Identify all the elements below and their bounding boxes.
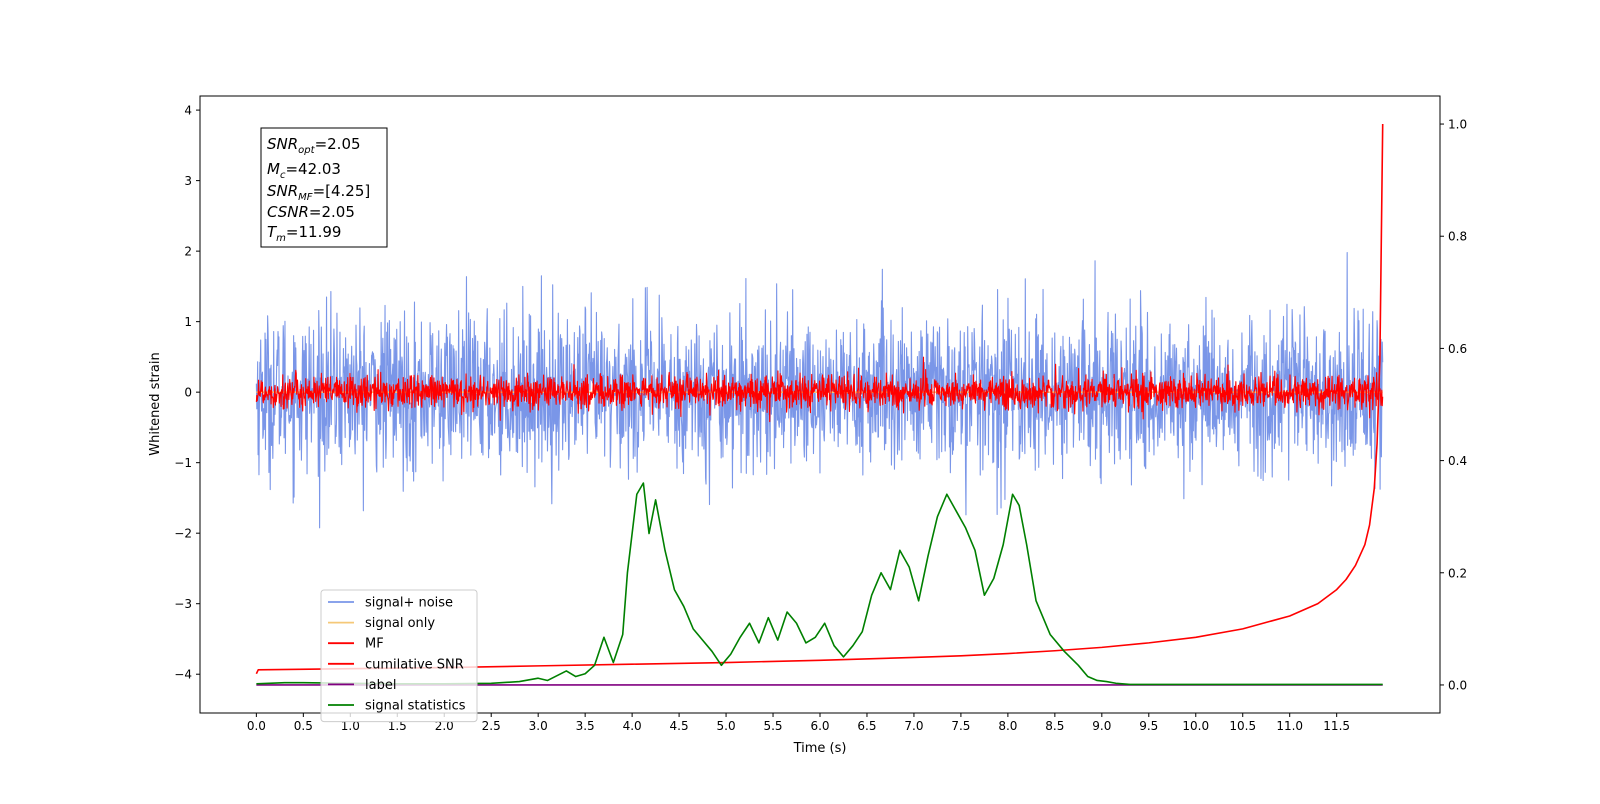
- x-tick-label: 3.0: [529, 719, 548, 733]
- series-layer: [255, 124, 1384, 686]
- x-tick-label: 9.0: [1092, 719, 1111, 733]
- x-tick-label: 4.0: [623, 719, 642, 733]
- info-mc: Mc=42.03: [267, 160, 341, 181]
- y-tick-label: 0: [184, 386, 192, 400]
- x-tick-label: 11.0: [1276, 719, 1303, 733]
- legend-label: cumilative SNR: [365, 657, 464, 672]
- series-line-signal-statistics: [256, 482, 1383, 686]
- series-line-mf: [255, 356, 1384, 423]
- x-tick-label: 5.0: [717, 719, 736, 733]
- x-tick-label: 10.0: [1182, 719, 1209, 733]
- y-tick-label: 3: [184, 174, 192, 188]
- x-tick-label: 6.5: [857, 719, 876, 733]
- y-axis-right: 1.0 0.8 0.6 0.4 0.2 0.0: [1440, 118, 1467, 692]
- legend-frame: [320, 589, 478, 723]
- y-tick-label: 1: [184, 315, 192, 329]
- y-tick-label: −4: [174, 668, 192, 682]
- legend-label: signal statistics: [365, 699, 466, 714]
- x-tick-label: 9.5: [1139, 719, 1158, 733]
- x-tick-label: 0.5: [294, 719, 313, 733]
- x-tick-label: 7.5: [951, 719, 970, 733]
- x-tick-label: 6.0: [810, 719, 829, 733]
- info-tm: Tm=11.99: [267, 223, 341, 244]
- y-right-tick-label: 0.8: [1448, 230, 1467, 244]
- x-tick-label: 2.0: [435, 719, 454, 733]
- y-axis-left: 4 3 2 1 0 −1 −2 −3 −4: [174, 104, 200, 682]
- x-tick-label: 8.5: [1045, 719, 1064, 733]
- y-tick-label: −1: [174, 456, 192, 470]
- x-tick-label: 11.5: [1323, 719, 1350, 733]
- series-line-cumilative-snr: [255, 124, 1384, 675]
- y-tick-label: −3: [174, 597, 192, 611]
- x-tick-label: 1.0: [341, 719, 360, 733]
- x-tick-label: 7.0: [904, 719, 923, 733]
- series-line-signal-noise: [255, 252, 1384, 529]
- x-axis-label: Time (s): [793, 741, 847, 756]
- y-tick-label: −2: [174, 527, 192, 541]
- y-right-tick-label: 0.2: [1448, 566, 1467, 580]
- info-snr-opt: SNRopt=2.05: [267, 135, 361, 156]
- y-right-tick-label: 0.4: [1448, 454, 1467, 468]
- legend: signal+ noise signal only MF cumilative SNR…: [320, 589, 478, 723]
- y-right-tick-label: 0.6: [1448, 342, 1467, 356]
- x-tick-label: 0.0: [247, 719, 266, 733]
- x-axis: 0.0 0.5 1.0 1.5 2.0 2.5 3.0 3.5 4.0 4.5 5.0 5.5 6.0 6…: [247, 713, 1350, 733]
- x-tick-label: 10.5: [1229, 719, 1256, 733]
- x-tick-label: 1.5: [388, 719, 407, 733]
- info-csnr: CSNR=2.05: [267, 203, 355, 221]
- x-tick-label: 2.5: [482, 719, 501, 733]
- info-box: SNRopt=2.05 Mc=42.03 SNRMF=[4.25] CSNR=2…: [260, 127, 388, 248]
- legend-label: label: [365, 678, 396, 693]
- x-tick-label: 8.0: [998, 719, 1017, 733]
- legend-label: signal+ noise: [365, 596, 453, 611]
- y-tick-label: 2: [184, 245, 192, 259]
- info-box-frame: [260, 127, 388, 248]
- y-right-tick-label: 1.0: [1448, 118, 1467, 132]
- x-tick-label: 4.5: [670, 719, 689, 733]
- y-right-tick-label: 0.0: [1448, 678, 1467, 692]
- legend-label: signal only: [365, 616, 435, 631]
- y-tick-label: 4: [184, 104, 192, 118]
- info-snr-mf: SNRMF=[4.25]: [267, 182, 370, 203]
- legend-label: MF: [365, 637, 384, 652]
- x-tick-label: 5.5: [763, 719, 782, 733]
- y-axis-label: Whitened strain: [148, 352, 163, 455]
- x-tick-label: 3.5: [576, 719, 595, 733]
